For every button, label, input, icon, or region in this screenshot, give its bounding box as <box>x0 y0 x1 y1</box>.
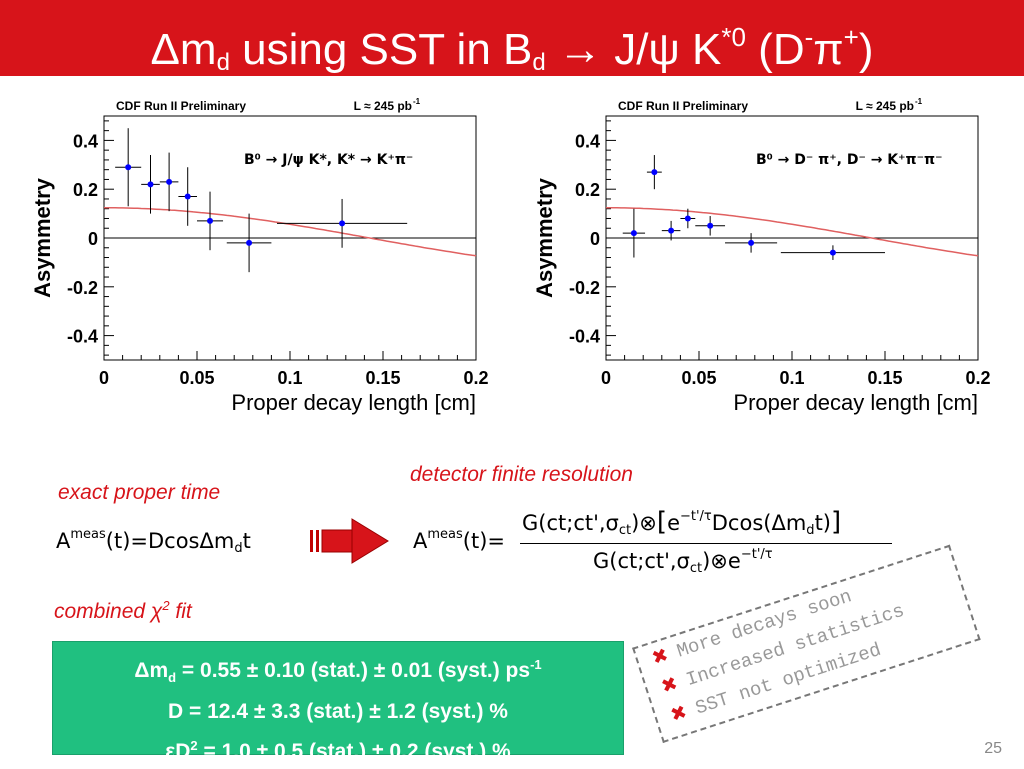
data-point <box>684 215 691 222</box>
exact-time-label: exact proper time <box>58 481 221 504</box>
plot-header-right-sup: -1 <box>915 97 923 106</box>
cross-icon: ✖ <box>649 643 672 670</box>
resolution-label: detector finite resolution <box>410 463 633 486</box>
y-tick-label: 0.4 <box>575 131 600 151</box>
left-plot-svg: CDF Run II Preliminary L ≈ 245 pb -1 B⁰ → J… <box>30 97 489 415</box>
right-asymmetry-plot: CDF Run II Preliminary L ≈ 245 pb -1 B⁰ → D… <box>520 92 1010 432</box>
decay-label: B⁰ → J/ψ K*, K* → K⁺π⁻ <box>244 152 413 168</box>
x-tick-label: 0 <box>99 368 109 388</box>
slide-title: Δmd using SST in Bd → J/ψ K*0 (D-π+) <box>150 22 874 76</box>
data-point <box>668 227 675 234</box>
resolution-denominator: G(ct;ct',σct)⊗e−t'/τ <box>593 547 773 576</box>
y-tick-label: 0.2 <box>575 180 600 200</box>
data-point <box>166 178 173 185</box>
left-asymmetry-plot: CDF Run II Preliminary L ≈ 245 pb -1 B⁰ → J… <box>18 92 508 432</box>
y-tick-label: -0.4 <box>569 327 600 347</box>
y-tick-label: 0 <box>590 229 600 249</box>
result-effective-tagging: εD2 = 1.0 ± 0.5 (stat.) ± 0.2 (syst.) % <box>165 738 511 764</box>
fit-results-box: Δmd = 0.55 ± 0.10 (stat.) ± 0.01 (syst.)… <box>52 641 624 763</box>
page-number: 25 <box>984 740 1002 757</box>
y-tick-label: 0.4 <box>73 131 98 151</box>
data-point <box>339 220 346 227</box>
x-tick-label: 0.15 <box>365 368 400 388</box>
result-dmd: Δmd = 0.55 ± 0.10 (stat.) ± 0.01 (syst.)… <box>134 657 542 686</box>
data-point <box>707 222 714 229</box>
data-point <box>207 217 214 224</box>
data-point <box>829 249 836 256</box>
decay-label: B⁰ → D⁻ π⁺, D⁻ → K⁺π⁻π⁻ <box>756 152 942 168</box>
resolution-numerator: G(ct;ct',σct)⊗[e−t'/τDcos(Δmdt)] <box>522 507 842 538</box>
y-axis-label: Asymmetry <box>30 177 55 298</box>
exact-asymmetry-equation: Ameas(t)=DcosΔmdt <box>56 527 251 556</box>
x-tick-label: 0.05 <box>179 368 214 388</box>
plot-header-right-sup: -1 <box>413 97 421 106</box>
result-dilution: D = 12.4 ± 3.3 (stat.) ± 1.2 (syst.) % <box>168 700 508 724</box>
x-tick-label: 0.05 <box>681 368 716 388</box>
plot-header-right: L ≈ 245 pb <box>856 99 914 113</box>
fit-curve <box>605 206 979 257</box>
data-point <box>184 193 191 200</box>
x-tick-label: 0.1 <box>779 368 804 388</box>
x-tick-label: 0.1 <box>277 368 302 388</box>
x-tick-label: 0.15 <box>867 368 902 388</box>
y-tick-label: -0.2 <box>67 278 98 298</box>
data-point <box>651 169 658 176</box>
y-tick-label: -0.2 <box>569 278 600 298</box>
fraction-bar <box>520 543 892 544</box>
cross-icon: ✖ <box>658 672 681 699</box>
y-axis-label: Asymmetry <box>532 177 557 298</box>
combined-fit-label: combined χ2 fit <box>54 598 192 623</box>
plot-header-right: L ≈ 245 pb <box>354 99 412 113</box>
x-tick-label: 0.2 <box>463 368 488 388</box>
y-tick-label: 0 <box>88 229 98 249</box>
x-axis-label: Proper decay length [cm] <box>231 390 476 415</box>
x-tick-label: 0 <box>601 368 611 388</box>
cross-icon: ✖ <box>667 700 690 727</box>
plot-header-left: CDF Run II Preliminary <box>116 99 246 113</box>
title-bar <box>0 0 1024 76</box>
right-arrow-icon <box>310 518 389 564</box>
data-point <box>125 164 132 171</box>
y-tick-label: 0.2 <box>73 180 98 200</box>
plot-header-left: CDF Run II Preliminary <box>618 99 748 113</box>
x-tick-label: 0.2 <box>965 368 990 388</box>
y-tick-label: -0.4 <box>67 327 98 347</box>
data-point <box>147 181 154 188</box>
x-axis-label: Proper decay length [cm] <box>733 390 978 415</box>
resolution-asymmetry-lhs: Ameas(t)= <box>413 527 505 553</box>
right-plot-svg: CDF Run II Preliminary L ≈ 245 pb -1 B⁰ → D… <box>532 97 991 415</box>
fit-curve <box>103 206 477 257</box>
data-point <box>748 239 755 246</box>
data-point <box>630 230 637 237</box>
data-point <box>246 239 253 246</box>
